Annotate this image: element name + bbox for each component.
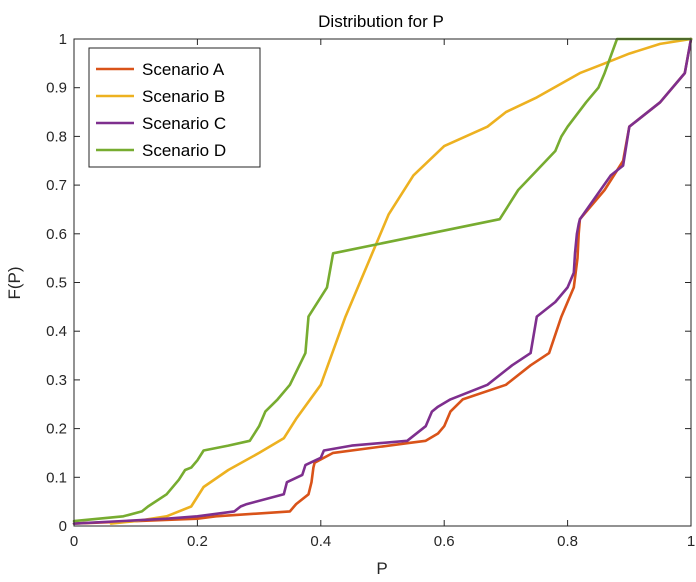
y-tick-label: 0.5 — [46, 275, 67, 292]
chart-title: Distribution for P — [318, 12, 444, 31]
y-tick-label: 0.3 — [46, 372, 67, 389]
x-tick-label: 0.4 — [310, 533, 331, 550]
x-tick-label: 0.2 — [187, 533, 208, 550]
y-axis-title: F(P) — [5, 266, 24, 299]
legend-label-4: Scenario D — [142, 141, 226, 160]
series-line-3 — [72, 37, 693, 525]
y-tick-label: 0.8 — [46, 128, 67, 145]
y-tick-label: 0.1 — [46, 469, 67, 486]
legend-label-1: Scenario A — [142, 60, 225, 79]
legend-label-3: Scenario C — [142, 114, 226, 133]
legend: Scenario A Scenario B Scenario C Scenario D — [88, 47, 261, 168]
x-tick-label: 0 — [70, 533, 78, 550]
x-tick-label: 0.8 — [557, 533, 578, 550]
y-tick-label: 0.2 — [46, 421, 67, 438]
x-axis-title: P — [376, 559, 387, 578]
y-tick-label: 0 — [59, 518, 67, 535]
series-line-2 — [109, 37, 693, 525]
y-tick-label: 0.6 — [46, 226, 67, 243]
x-tick-label: 0.6 — [434, 533, 455, 550]
y-tick-label: 0.7 — [46, 177, 67, 194]
ticks-layer: 0 0.2 0.4 0.6 0.8 1 0 0.1 0.2 0.3 0.4 0.5 0.6 0.7 0.8 0… — [46, 31, 695, 550]
y-tick-label: 0.9 — [46, 80, 67, 97]
series-layer — [72, 37, 693, 525]
legend-label-2: Scenario B — [142, 87, 225, 106]
y-tick-label: 1 — [59, 31, 67, 48]
series-line-4 — [72, 37, 693, 523]
x-tick-label: 1 — [687, 533, 695, 550]
y-tick-label: 0.4 — [46, 323, 67, 340]
